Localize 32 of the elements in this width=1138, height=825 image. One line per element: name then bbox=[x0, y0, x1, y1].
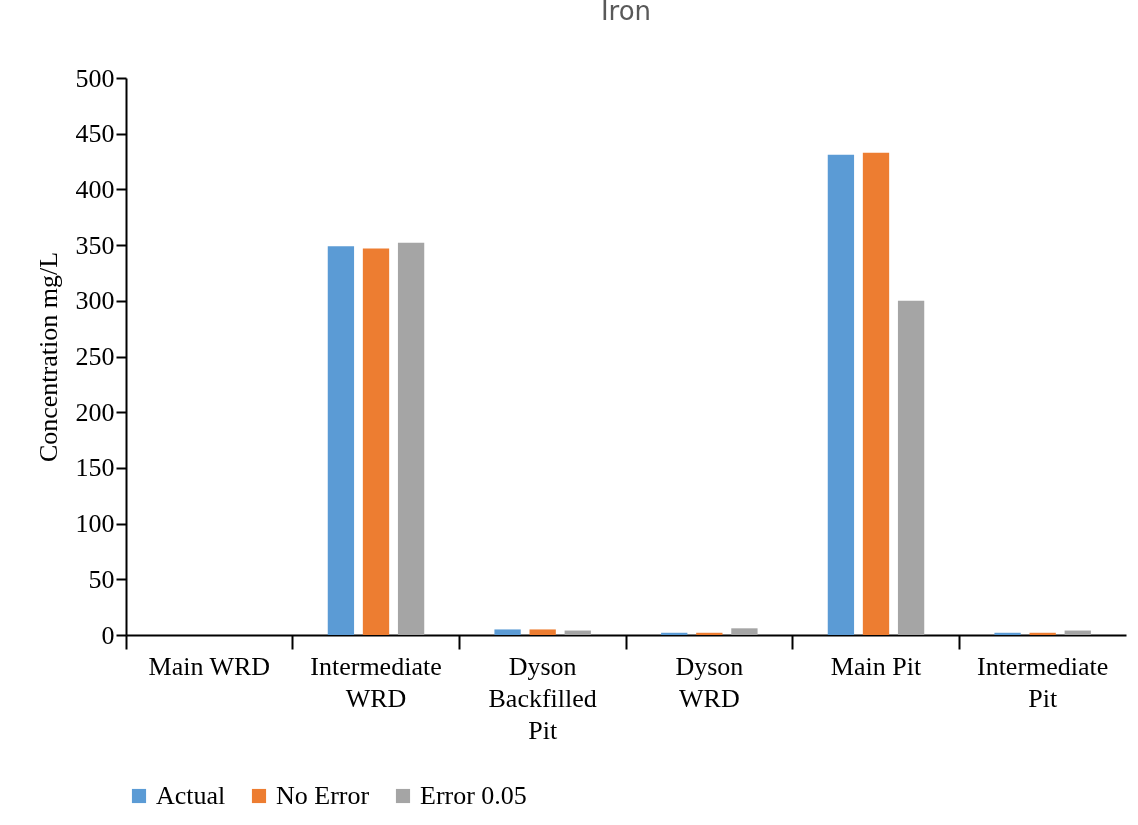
bar bbox=[327, 246, 355, 635]
legend-label: Actual bbox=[156, 781, 226, 810]
y-tick-label: 300 bbox=[75, 286, 115, 316]
y-tick-label: 400 bbox=[75, 174, 115, 204]
bar bbox=[731, 628, 758, 635]
y-tick-label: 450 bbox=[75, 119, 115, 149]
x-tick-label: Main WRD bbox=[148, 651, 271, 681]
y-tick-label: 200 bbox=[75, 397, 115, 427]
bar bbox=[494, 629, 521, 635]
bar bbox=[994, 632, 1021, 635]
x-tick-label: Dyson WRD bbox=[675, 651, 744, 713]
y-tick-label: 50 bbox=[88, 564, 115, 594]
bar bbox=[529, 629, 556, 635]
legend-label: Error 0.05 bbox=[420, 781, 527, 810]
y-tick-label: 0 bbox=[101, 620, 115, 650]
bar bbox=[362, 248, 390, 635]
bar bbox=[862, 152, 890, 635]
y-axis-title: Concentration mg/L bbox=[33, 251, 63, 463]
x-tick-label: Dyson Backfilled Pit bbox=[488, 651, 597, 745]
x-tick-label: Intermediate WRD bbox=[310, 651, 442, 713]
x-tick-label: Intermediate Pit bbox=[976, 651, 1109, 713]
y-tick-label: 250 bbox=[75, 342, 115, 371]
bar bbox=[897, 300, 925, 635]
chart-title: Iron bbox=[600, 0, 652, 26]
x-tick-label: Main Pit bbox=[830, 651, 922, 681]
legend-label: No Error bbox=[276, 781, 370, 810]
y-tick-label: 350 bbox=[75, 230, 115, 260]
bar bbox=[827, 154, 855, 635]
y-tick-label: 150 bbox=[75, 453, 115, 483]
y-tick-label: 100 bbox=[75, 509, 115, 539]
y-tick-label: 500 bbox=[75, 63, 115, 93]
bar bbox=[397, 242, 425, 635]
